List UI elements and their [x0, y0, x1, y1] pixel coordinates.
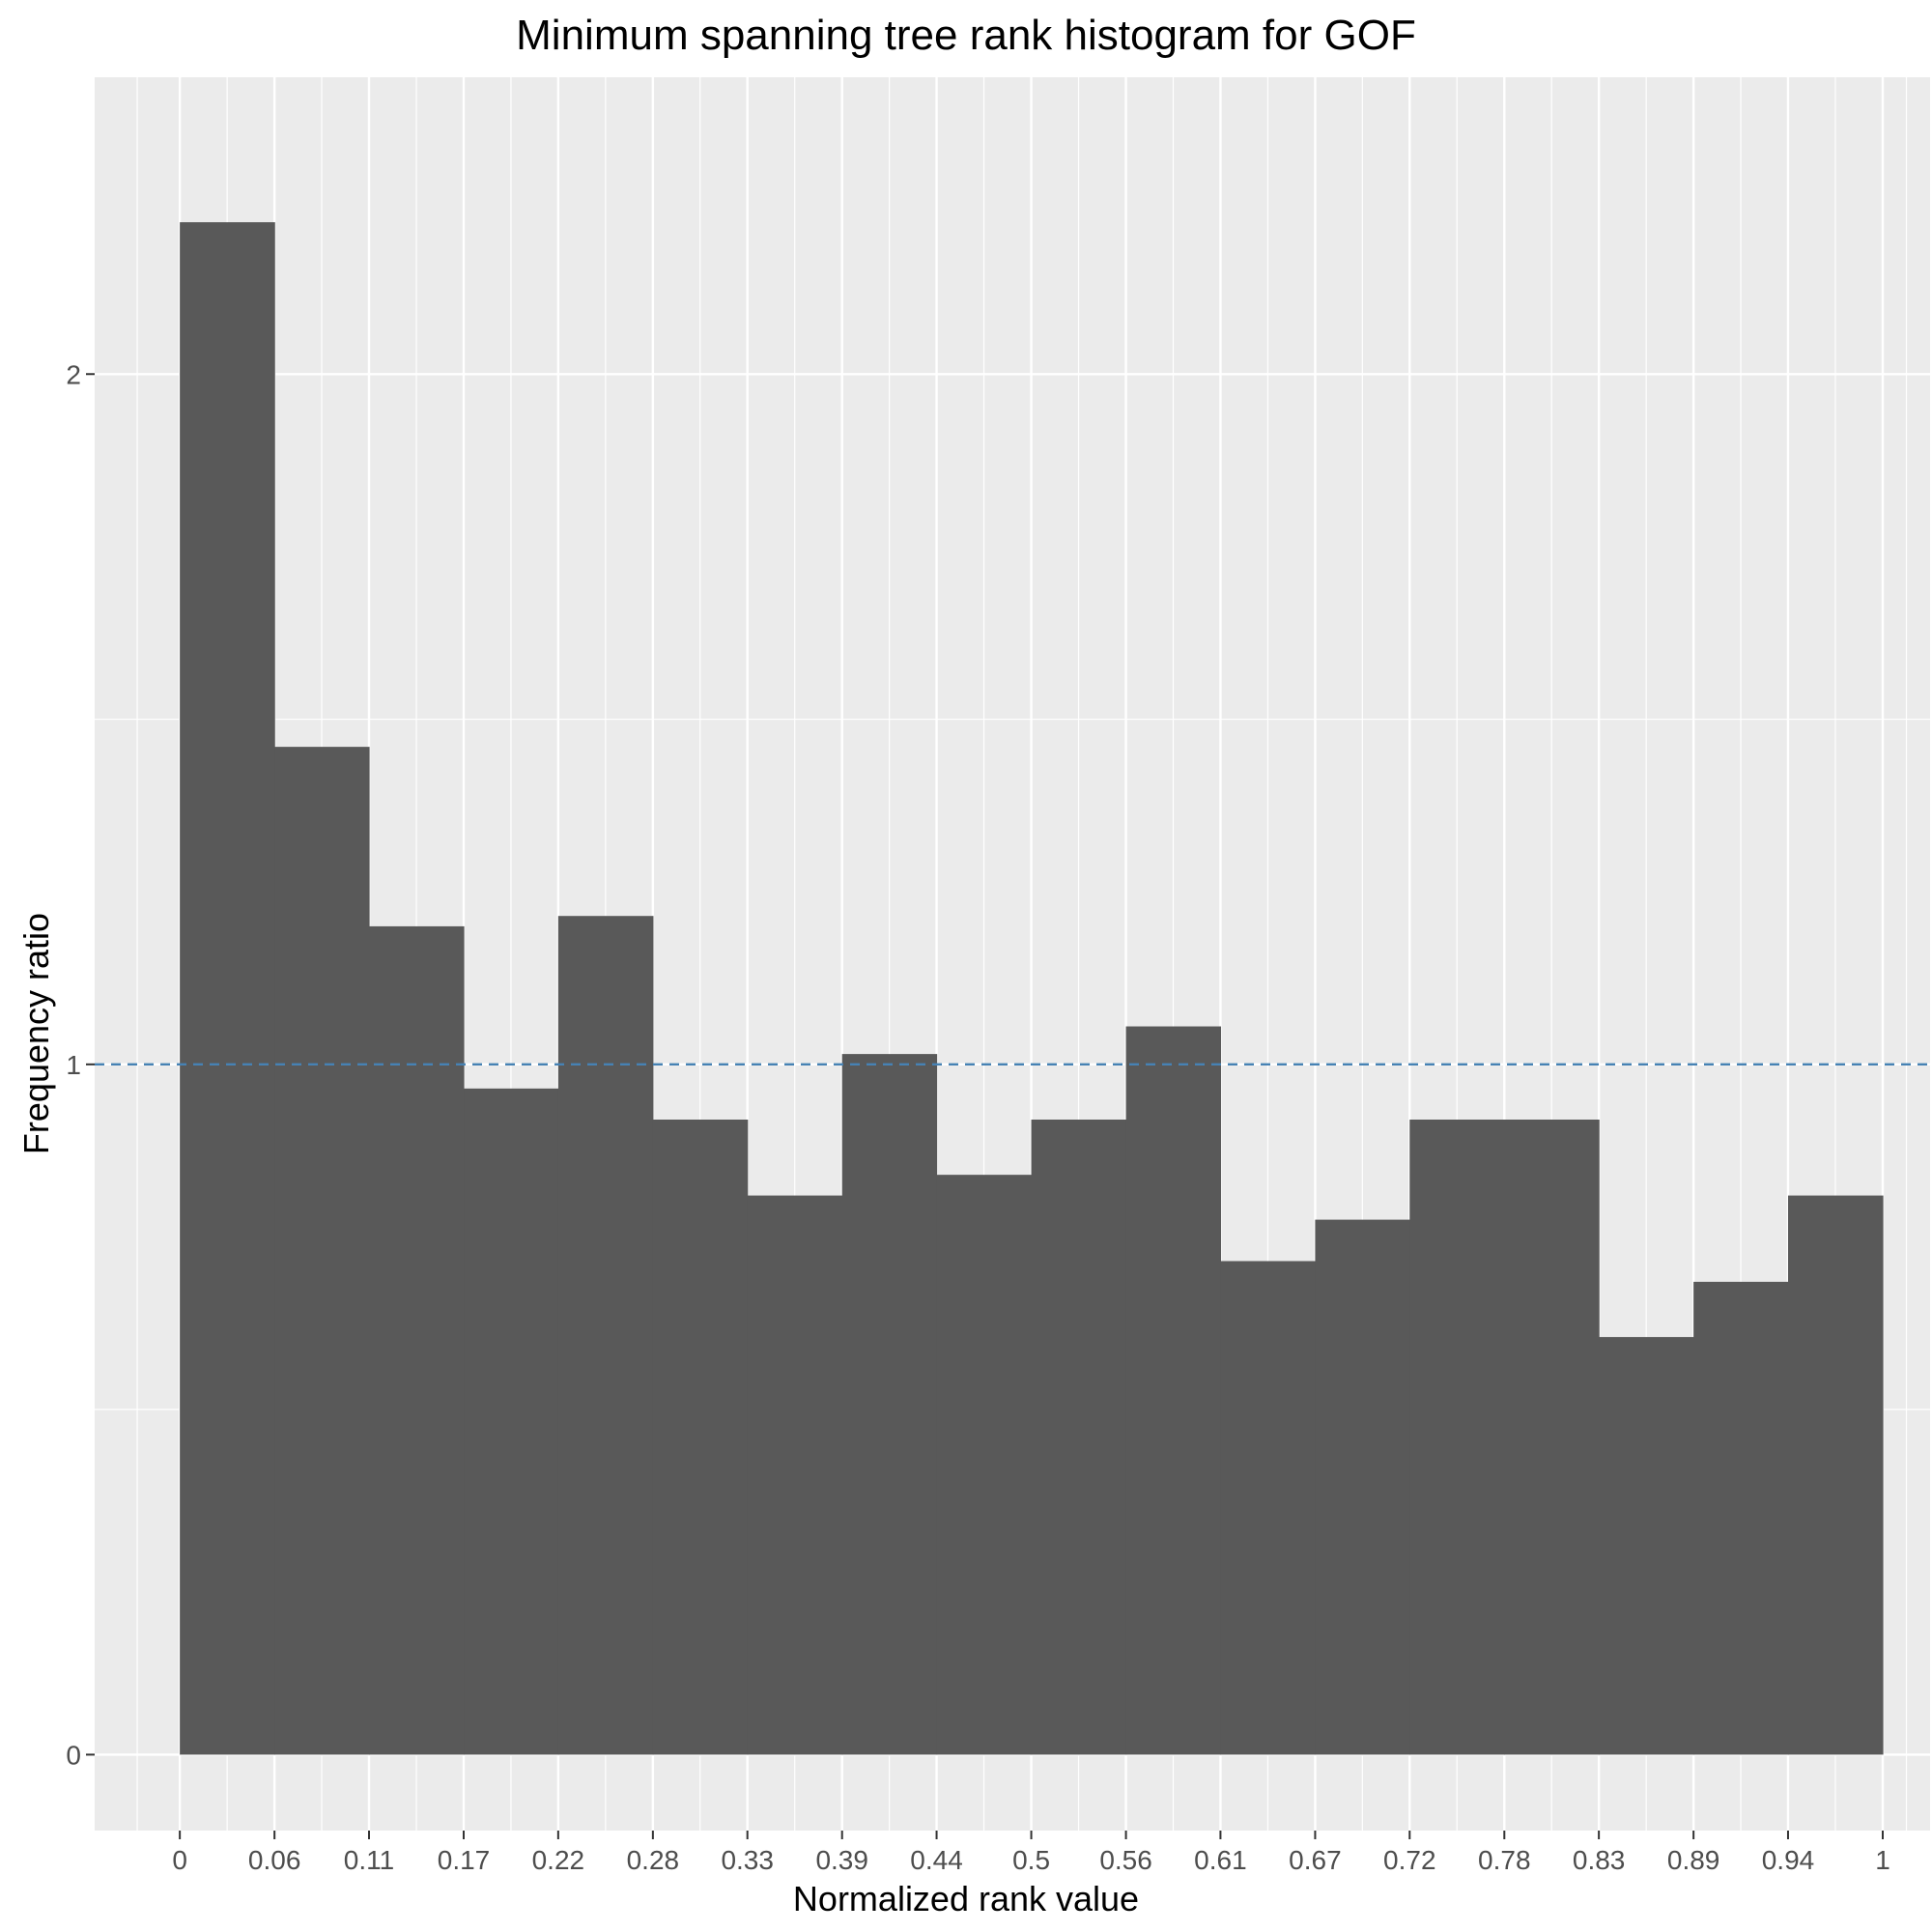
y-tick-label: 2: [66, 359, 81, 389]
y-axis: 0 1 2: [66, 359, 95, 1770]
x-tick-label: 0.39: [815, 1845, 868, 1875]
x-tick-label: 0.89: [1667, 1845, 1720, 1875]
y-tick-label: 0: [66, 1740, 81, 1770]
x-tick-label: 0.78: [1478, 1845, 1531, 1875]
x-tick-label: 0: [172, 1845, 187, 1875]
x-tick-label: 1: [1875, 1845, 1890, 1875]
x-tick-label: 0.28: [627, 1845, 680, 1875]
histogram-bar: [274, 747, 370, 1755]
x-tick-label: 0.5: [1012, 1845, 1050, 1875]
x-tick-label: 0.56: [1099, 1845, 1152, 1875]
histogram-bar: [464, 1088, 559, 1755]
x-axis-label: Normalized rank value: [792, 1879, 1140, 1918]
histogram-bar: [1315, 1219, 1410, 1755]
x-tick-label: 0.33: [721, 1845, 774, 1875]
chart-title: Minimum spanning tree rank histogram for…: [516, 12, 1416, 59]
histogram-bar: [1409, 1119, 1505, 1755]
x-tick-label: 0.72: [1383, 1845, 1436, 1875]
histogram-bar: [368, 925, 465, 1755]
histogram-bar: [1504, 1119, 1600, 1755]
histogram-bar: [747, 1195, 843, 1755]
y-axis-label: Frequency ratio: [16, 912, 56, 1155]
x-tick-label: 0.83: [1573, 1845, 1626, 1875]
histogram-bar: [1693, 1281, 1789, 1755]
histogram-bar: [1220, 1261, 1317, 1755]
histogram-bar: [1599, 1337, 1694, 1755]
x-tick-label: 0.11: [344, 1845, 394, 1875]
x-tick-label: 0.17: [438, 1845, 491, 1875]
x-axis: 0 0.06 0.11 0.17 0.22 0.28 0.33 0.39 0.44 0.5 0.56…: [172, 1831, 1890, 1875]
x-tick-label: 0.06: [248, 1845, 301, 1875]
x-tick-label: 0.94: [1762, 1845, 1815, 1875]
histogram-bars: [180, 222, 1884, 1755]
x-tick-label: 0.22: [532, 1845, 585, 1875]
histogram-bar: [1031, 1119, 1127, 1755]
histogram-bar: [652, 1119, 749, 1755]
x-tick-label: 0.67: [1289, 1845, 1342, 1875]
histogram-bar: [841, 1054, 938, 1755]
histogram-bar: [1787, 1195, 1884, 1755]
histogram-bar: [557, 916, 654, 1755]
histogram-bar: [1125, 1026, 1222, 1755]
x-tick-label: 0.44: [910, 1845, 963, 1875]
x-tick-label: 0.61: [1194, 1845, 1247, 1875]
histogram-bar: [936, 1175, 1033, 1755]
y-tick-label: 1: [66, 1050, 81, 1080]
histogram-bar: [180, 222, 275, 1755]
